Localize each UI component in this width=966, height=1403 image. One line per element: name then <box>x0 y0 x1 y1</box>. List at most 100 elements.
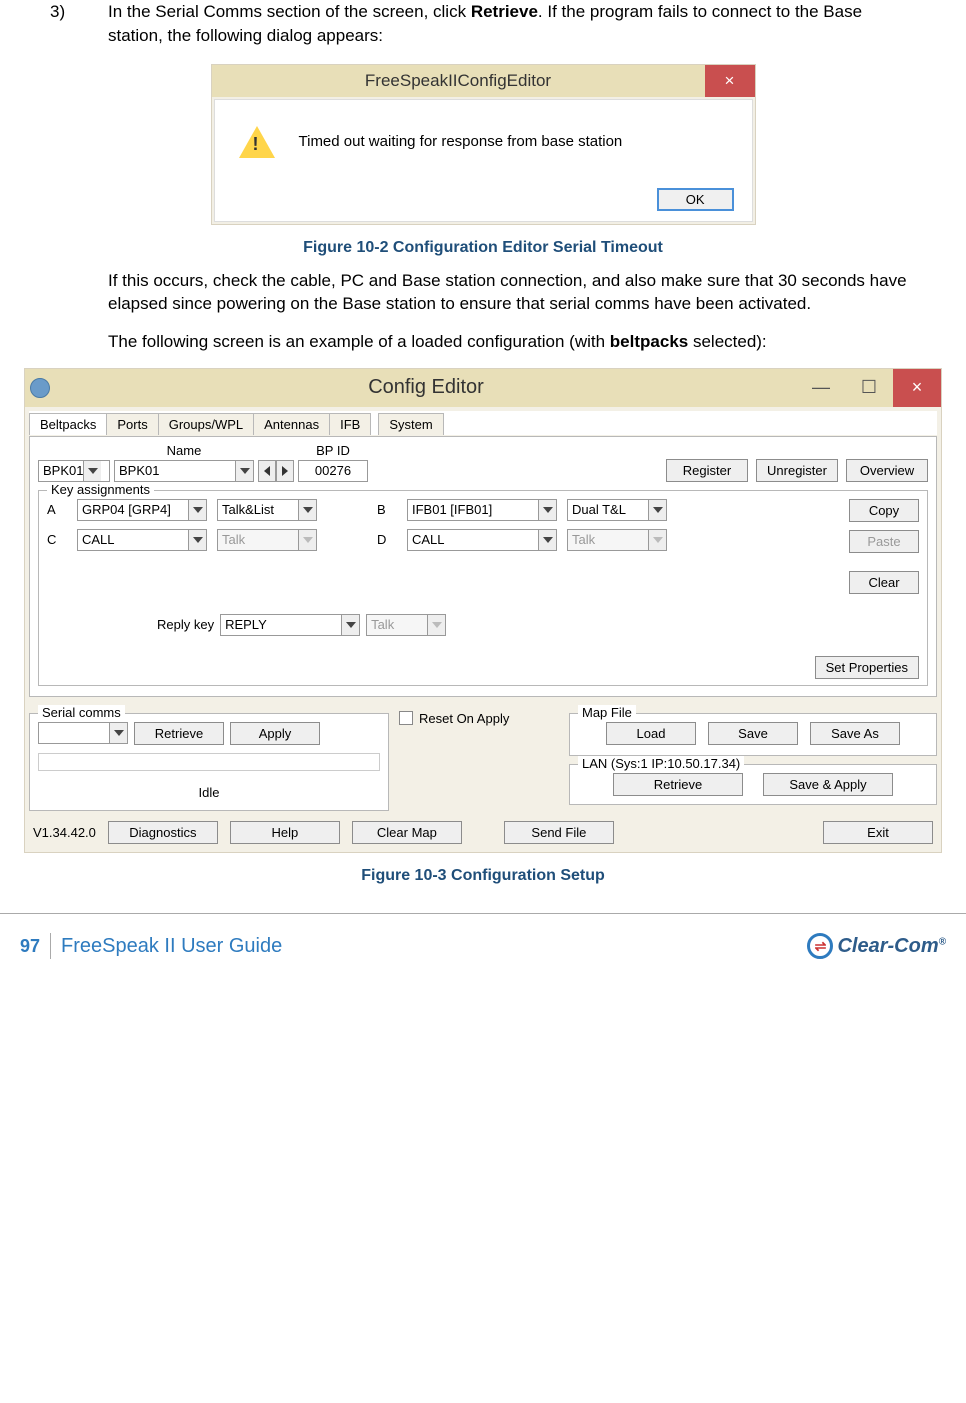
name-label: Name <box>114 443 254 458</box>
figure-caption-1: Figure 10-2 Configuration Editor Serial … <box>50 239 916 257</box>
exit-button[interactable]: Exit <box>823 821 933 844</box>
dialog-title: FreeSpeakIIConfigEditor <box>212 65 705 97</box>
key-c-label: C <box>47 532 67 547</box>
logo-icon: ⇌ <box>807 933 833 959</box>
reply-mode: Talk <box>366 614 446 636</box>
page-footer: 97 FreeSpeak II User Guide ⇌ Clear-Com® <box>0 913 966 969</box>
version-label: V1.34.42.0 <box>33 825 96 840</box>
chevron-down-icon <box>188 530 206 550</box>
chevron-down-icon <box>341 615 359 635</box>
key-a-assign[interactable]: GRP04 [GRP4] <box>77 499 207 521</box>
tab-antennas[interactable]: Antennas <box>253 413 330 435</box>
config-editor-window: Config Editor — ☐ × Beltpacks Ports Grou… <box>24 368 942 853</box>
maximize-icon[interactable]: ☐ <box>845 369 893 407</box>
reply-assign[interactable]: REPLY <box>220 614 360 636</box>
brand-logo: ⇌ Clear-Com® <box>807 933 946 959</box>
saveas-button[interactable]: Save As <box>810 722 900 745</box>
beltpack-select[interactable]: BPK01 <box>38 460 110 482</box>
register-button[interactable]: Register <box>666 459 748 482</box>
reset-on-apply-checkbox[interactable]: Reset On Apply <box>399 711 509 726</box>
tab-groups[interactable]: Groups/WPL <box>158 413 254 435</box>
key-a-label: A <box>47 502 67 517</box>
unregister-button[interactable]: Unregister <box>756 459 838 482</box>
ok-button[interactable]: OK <box>657 188 734 211</box>
sendfile-button[interactable]: Send File <box>504 821 614 844</box>
key-c-assign[interactable]: CALL <box>77 529 207 551</box>
chevron-down-icon <box>648 500 666 520</box>
minimize-icon[interactable]: — <box>797 369 845 407</box>
chevron-down-icon <box>538 530 556 550</box>
key-b-label: B <box>377 502 397 517</box>
figure-caption-2: Figure 10-3 Configuration Setup <box>50 867 916 885</box>
paste-button: Paste <box>849 530 919 553</box>
serial-status: Idle <box>38 785 380 800</box>
bpid-field[interactable]: 00276 <box>298 460 368 482</box>
tab-row: Beltpacks Ports Groups/WPL Antennas IFB … <box>29 411 937 435</box>
serial-retrieve-button[interactable]: Retrieve <box>134 722 224 745</box>
key-d-label: D <box>377 532 397 547</box>
serial-comms-legend: Serial comms <box>38 705 125 720</box>
lan-retrieve-button[interactable]: Retrieve <box>613 773 743 796</box>
bpid-label: BP ID <box>298 443 368 458</box>
step-3-instruction: 3) In the Serial Comms section of the sc… <box>50 0 916 48</box>
warning-icon <box>239 126 275 158</box>
next-button[interactable] <box>276 460 294 482</box>
key-d-mode: Talk <box>567 529 667 551</box>
chevron-down-icon <box>188 500 206 520</box>
overview-button[interactable]: Overview <box>846 459 928 482</box>
paragraph-2: The following screen is an example of a … <box>108 330 916 354</box>
key-b-mode[interactable]: Dual T&L <box>567 499 667 521</box>
serial-port-select[interactable] <box>38 722 128 744</box>
reply-label: Reply key <box>157 617 214 632</box>
checkbox-icon <box>399 711 413 725</box>
step-text: In the Serial Comms section of the scree… <box>108 0 916 48</box>
save-button[interactable]: Save <box>708 722 798 745</box>
key-a-mode[interactable]: Talk&List <box>217 499 317 521</box>
map-file-group: Map File Load Save Save As <box>569 713 937 756</box>
chevron-down-icon <box>235 461 253 481</box>
key-c-mode: Talk <box>217 529 317 551</box>
serial-progress <box>38 753 380 771</box>
tab-system[interactable]: System <box>378 413 443 435</box>
key-assignments-group: Key assignments A GRP04 [GRP4] Talk&List… <box>38 490 928 686</box>
chevron-down-icon <box>298 530 316 550</box>
key-b-assign[interactable]: IFB01 [IFB01] <box>407 499 557 521</box>
chevron-down-icon <box>648 530 666 550</box>
window-title: Config Editor <box>55 369 797 407</box>
chevron-down-icon <box>298 500 316 520</box>
tab-ifb[interactable]: IFB <box>329 413 371 435</box>
lan-legend: LAN (Sys:1 IP:10.50.17.34) <box>578 756 744 771</box>
step-number: 3) <box>50 0 80 48</box>
load-button[interactable]: Load <box>606 722 696 745</box>
key-d-assign[interactable]: CALL <box>407 529 557 551</box>
key-assignments-legend: Key assignments <box>47 482 154 497</box>
chevron-down-icon <box>109 723 127 743</box>
dialog-message: Timed out waiting for response from base… <box>299 133 623 150</box>
app-icon <box>25 369 55 407</box>
beltpacks-panel: BPK01 Name BPK01 <box>29 436 937 697</box>
help-button[interactable]: Help <box>230 821 340 844</box>
map-file-legend: Map File <box>578 705 636 720</box>
lan-group: LAN (Sys:1 IP:10.50.17.34) Retrieve Save… <box>569 764 937 805</box>
tab-beltpacks[interactable]: Beltpacks <box>29 413 107 435</box>
prev-button[interactable] <box>258 460 276 482</box>
window-titlebar: Config Editor — ☐ × <box>25 369 941 407</box>
tab-ports[interactable]: Ports <box>106 413 158 435</box>
serial-apply-button[interactable]: Apply <box>230 722 320 745</box>
close-icon[interactable]: × <box>893 369 941 407</box>
chevron-down-icon <box>427 615 445 635</box>
timeout-dialog: FreeSpeakIIConfigEditor × Timed out wait… <box>211 64 756 225</box>
close-icon[interactable]: × <box>705 65 755 97</box>
paragraph-1: If this occurs, check the cable, PC and … <box>108 269 916 317</box>
copy-button[interactable]: Copy <box>849 499 919 522</box>
diagnostics-button[interactable]: Diagnostics <box>108 821 218 844</box>
set-properties-button[interactable]: Set Properties <box>815 656 919 679</box>
page-number: 97 <box>20 936 40 957</box>
clearmap-button[interactable]: Clear Map <box>352 821 462 844</box>
lan-saveapply-button[interactable]: Save & Apply <box>763 773 893 796</box>
chevron-down-icon <box>538 500 556 520</box>
serial-comms-group: Serial comms Retrieve Apply Idle <box>29 713 389 811</box>
clear-button[interactable]: Clear <box>849 571 919 594</box>
guide-title: FreeSpeak II User Guide <box>61 935 282 958</box>
name-field[interactable]: BPK01 <box>114 460 254 482</box>
